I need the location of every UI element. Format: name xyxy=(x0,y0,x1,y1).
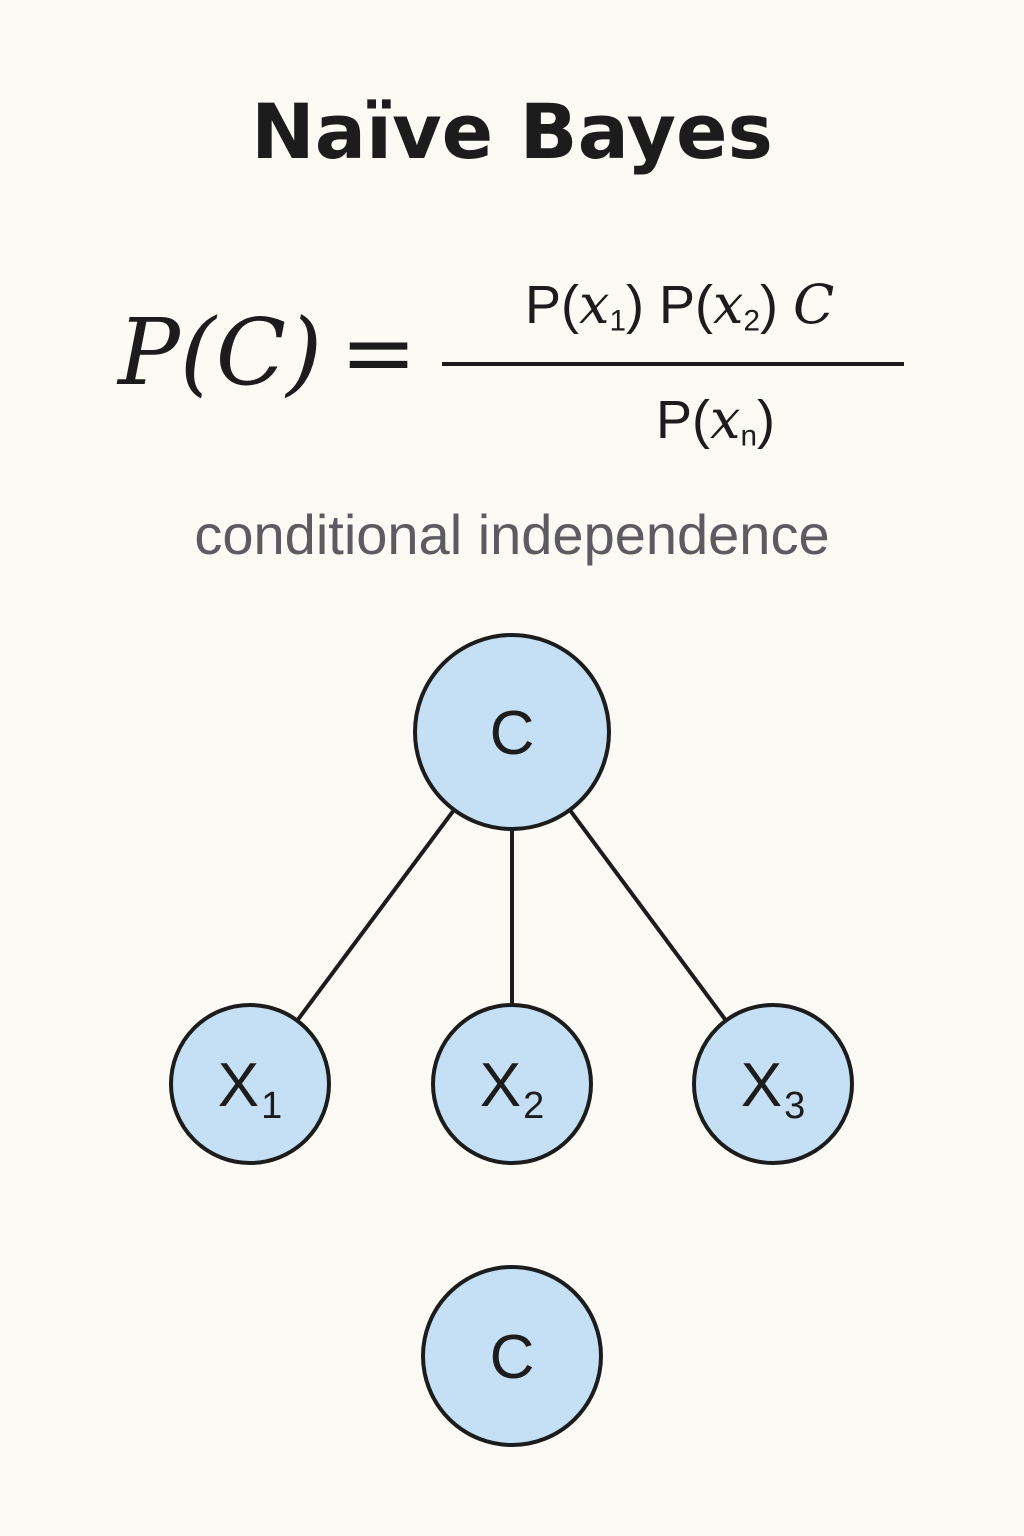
node-label: X2 xyxy=(480,1051,545,1127)
numerator-x1-sub: 1 xyxy=(609,304,626,338)
node-c: C xyxy=(413,633,611,831)
denominator-close: ) xyxy=(756,390,775,450)
nodes-layer: C X1 X2 X3 C xyxy=(169,633,854,1447)
numerator-close2: ) xyxy=(759,275,778,335)
numerator-close1: ) xyxy=(625,275,644,335)
page-title: Naïve Bayes xyxy=(251,87,773,176)
formula-numerator: P(x1) P(x2) C xyxy=(525,270,834,356)
node-label: C xyxy=(490,1323,535,1392)
node-circle xyxy=(421,1265,603,1447)
node-label: C xyxy=(490,699,535,768)
node-label: X1 xyxy=(218,1051,283,1127)
numerator-x1: x xyxy=(579,273,610,336)
numerator-x2-sub: 2 xyxy=(743,304,760,338)
node-subscript: 2 xyxy=(523,1085,544,1127)
edge-c-x1 xyxy=(295,808,456,1022)
node-subscript: 3 xyxy=(784,1085,805,1127)
numerator-tail: C xyxy=(792,273,835,336)
node-circle xyxy=(692,1003,854,1165)
formula-denominator: P(xn) xyxy=(656,385,775,471)
subtitle: conditional independence xyxy=(194,503,830,566)
edge-c-x3 xyxy=(568,808,728,1022)
numerator-p2: P( xyxy=(658,275,713,335)
node-x1: X1 xyxy=(169,1003,331,1165)
numerator-x2: x xyxy=(712,273,744,336)
numerator-p1: P( xyxy=(525,275,579,335)
node-x3: X3 xyxy=(692,1003,854,1165)
node-circle xyxy=(413,633,611,831)
node-label: X3 xyxy=(741,1051,806,1127)
denominator-sub: n xyxy=(740,419,757,453)
node-subscript: 1 xyxy=(261,1085,282,1127)
node-x2: X2 xyxy=(431,1003,593,1165)
node-c2: C xyxy=(421,1265,603,1447)
node-circle xyxy=(431,1003,593,1165)
denominator-p: P( xyxy=(656,390,710,450)
formula-equals: = xyxy=(340,299,418,406)
denominator-x: x xyxy=(710,388,741,451)
fraction-bar xyxy=(442,362,904,366)
edges-layer xyxy=(295,808,728,1022)
formula-lhs: P(C) xyxy=(118,299,323,406)
node-circle xyxy=(169,1003,331,1165)
